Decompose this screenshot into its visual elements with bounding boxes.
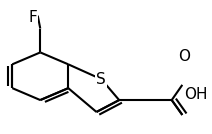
Text: OH: OH <box>184 87 208 102</box>
Text: F: F <box>28 10 37 25</box>
Text: S: S <box>96 72 106 87</box>
Text: O: O <box>179 49 190 64</box>
